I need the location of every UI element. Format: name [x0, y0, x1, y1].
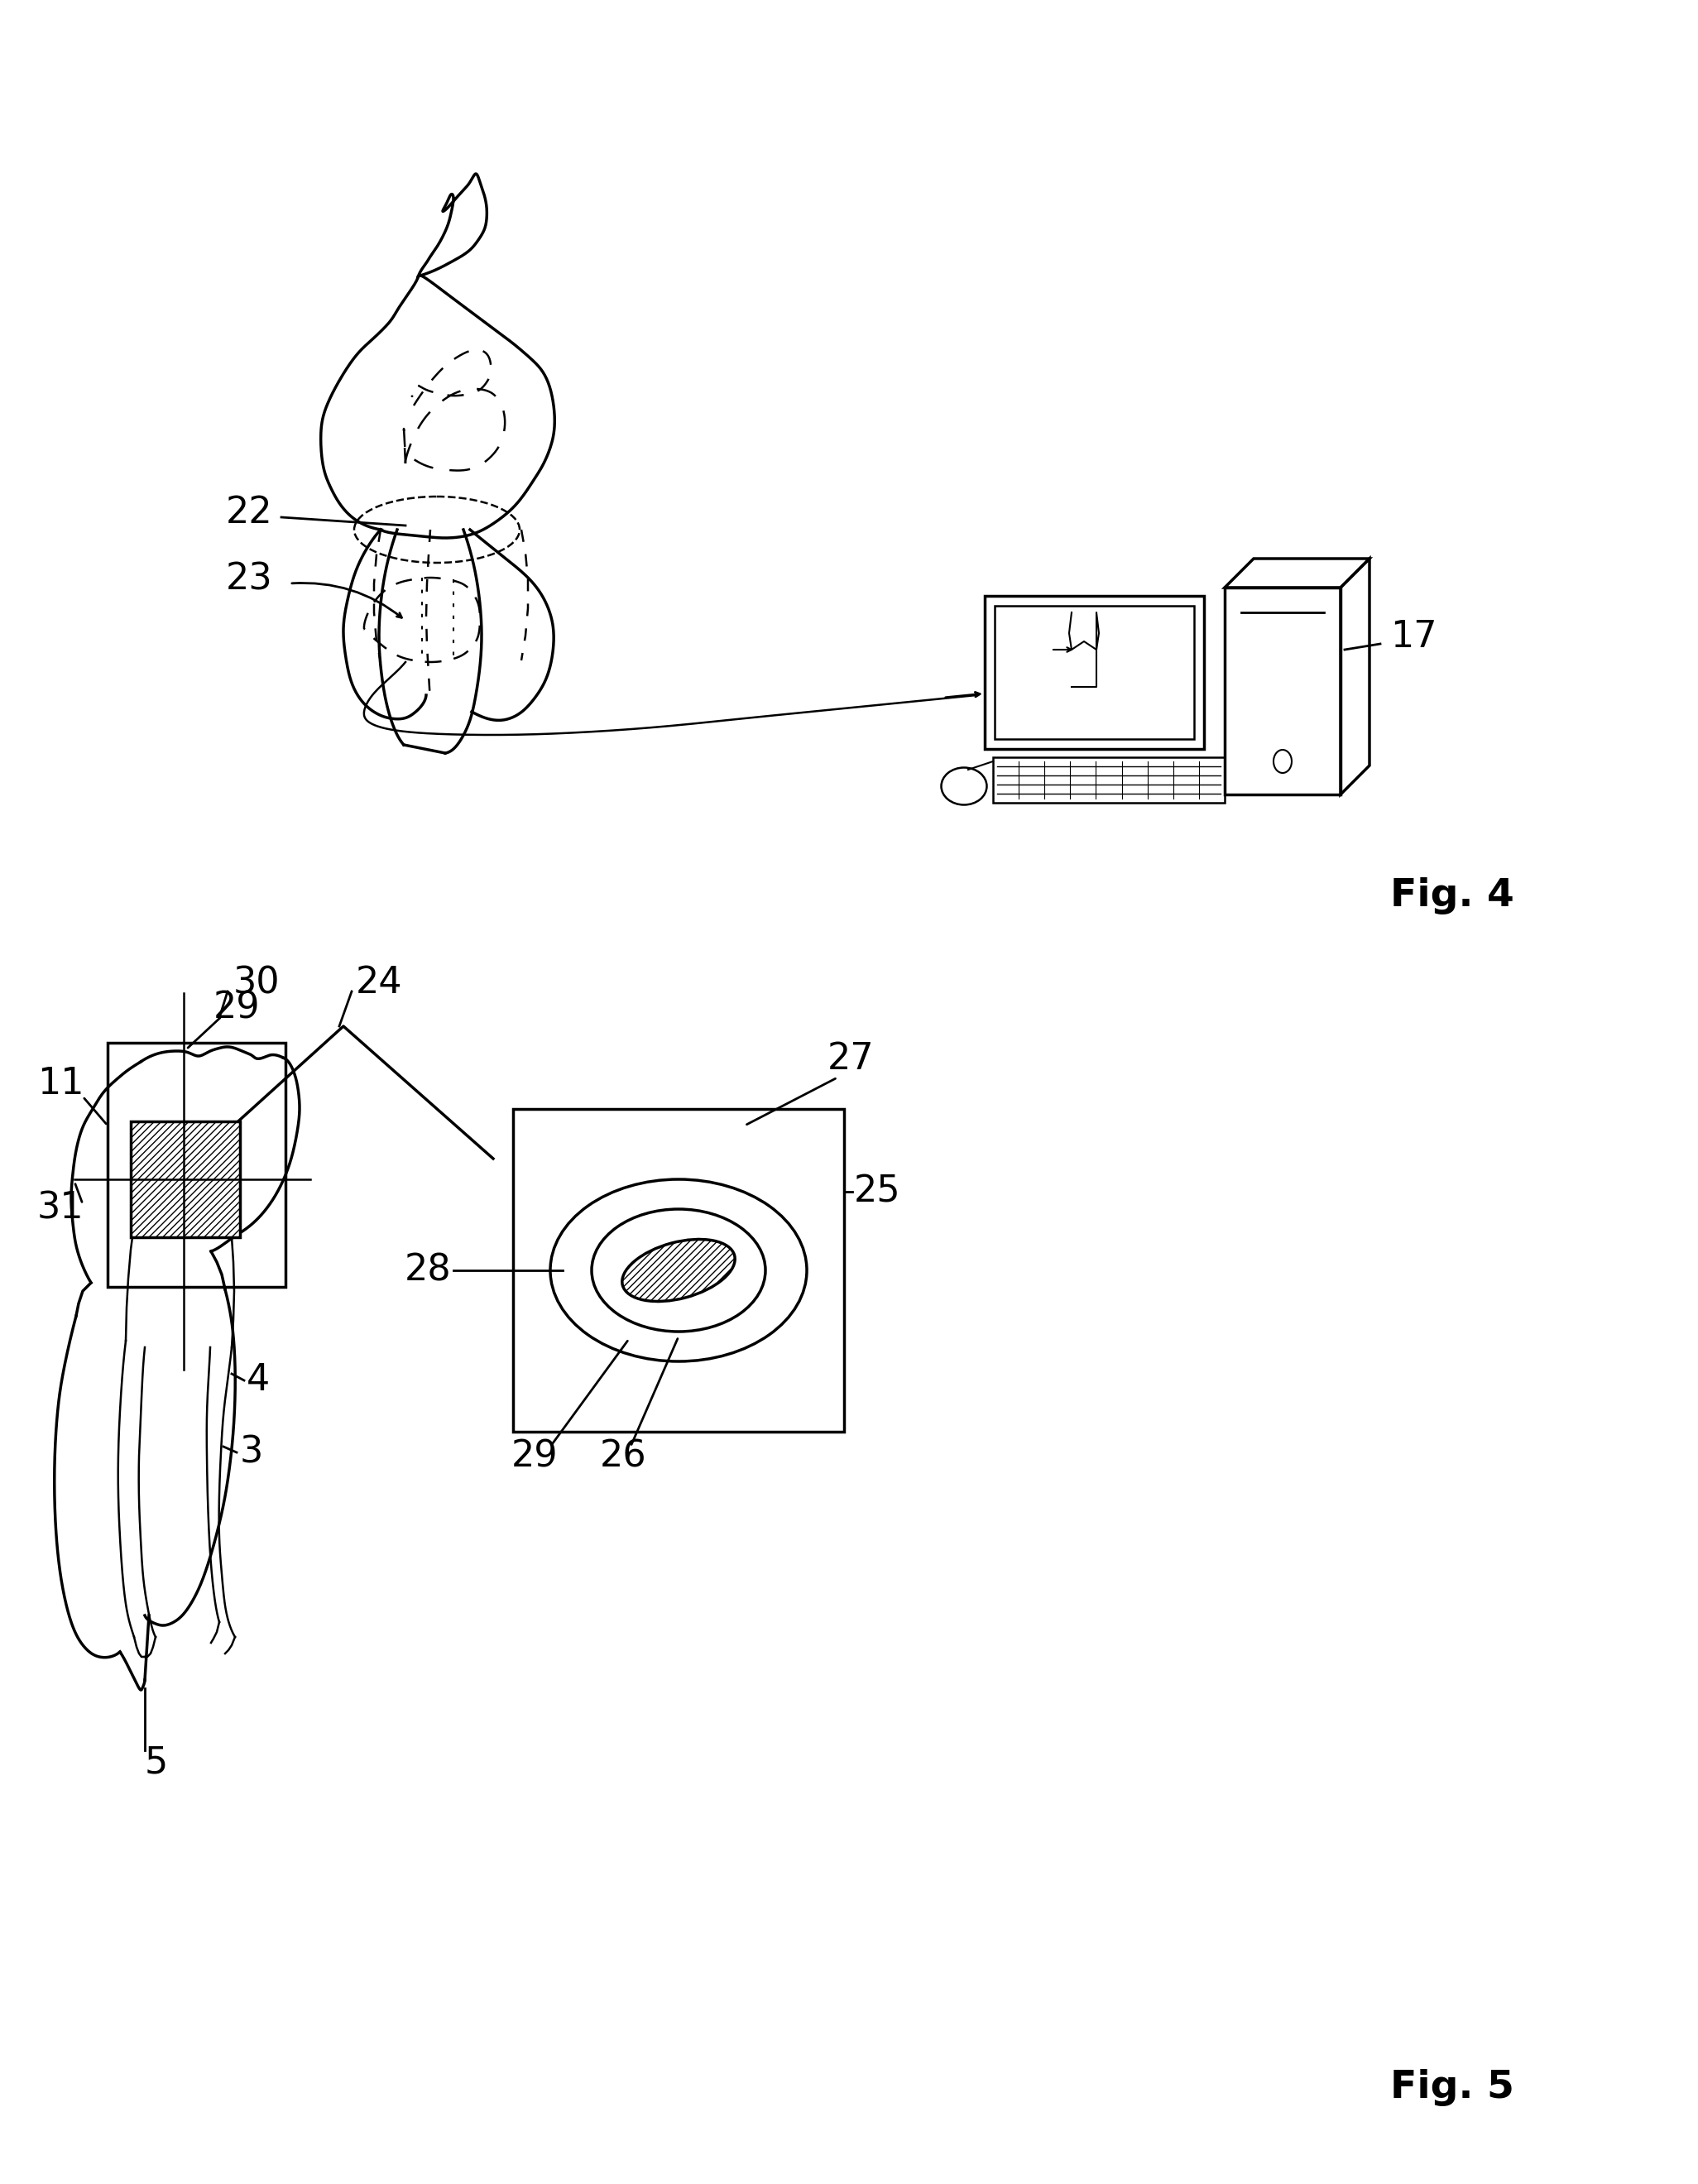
Text: 25: 25 [854, 1175, 902, 1210]
Text: 17: 17 [1391, 620, 1437, 655]
Bar [995, 605, 1194, 738]
Text: 27: 27 [827, 1042, 874, 1077]
Text: Fig. 5: Fig. 5 [1391, 2068, 1515, 2105]
Bar [985, 596, 1204, 749]
Bar [993, 758, 1224, 804]
Text: 31: 31 [37, 1190, 85, 1225]
Text: 5: 5 [144, 1745, 168, 1780]
Bar [131, 1120, 239, 1238]
Text: 24: 24 [357, 965, 402, 1000]
Text: 26: 26 [599, 1439, 647, 1474]
Bar [513, 1109, 844, 1433]
Text: 22: 22 [226, 496, 273, 531]
Text: Fig. 4: Fig. 4 [1391, 878, 1515, 915]
Text: 28: 28 [404, 1254, 452, 1289]
Text: 30: 30 [233, 965, 280, 1000]
Bar [1224, 587, 1340, 795]
Text: 29: 29 [511, 1439, 559, 1474]
Text: 29: 29 [214, 989, 260, 1026]
Text: 11: 11 [37, 1066, 83, 1103]
Bar [107, 1042, 285, 1286]
Text: 23: 23 [226, 561, 273, 596]
Ellipse shape [621, 1238, 735, 1302]
Text: 4: 4 [246, 1363, 270, 1398]
Bar [131, 1120, 239, 1238]
Text: 3: 3 [239, 1435, 263, 1470]
